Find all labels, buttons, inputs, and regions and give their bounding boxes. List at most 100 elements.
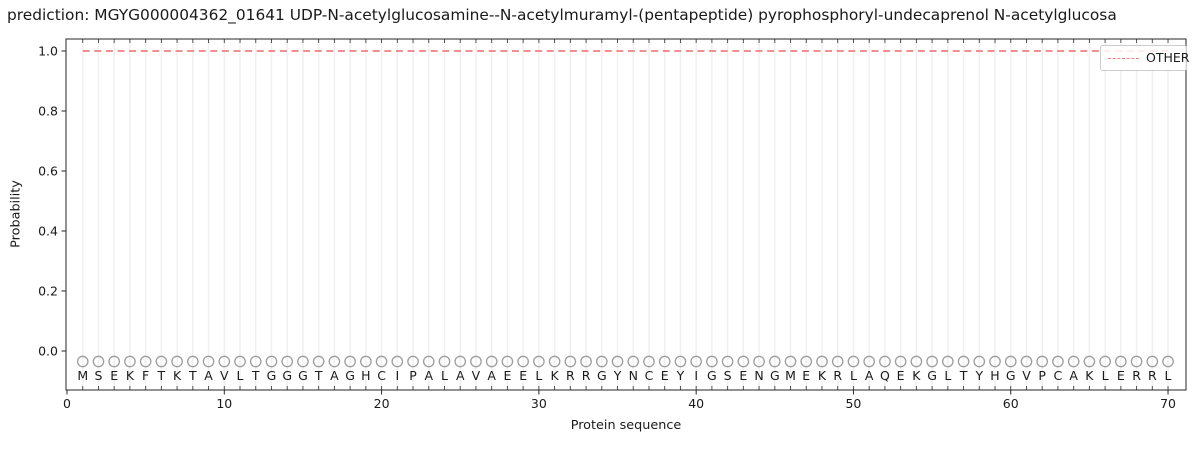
- residue-marker: [643, 355, 655, 368]
- residue-letter: A: [204, 368, 213, 383]
- residue-letter: E: [897, 368, 905, 383]
- residue-marker: [1114, 355, 1127, 368]
- residue-marker: [926, 355, 938, 368]
- residue-letter: G: [345, 368, 355, 383]
- residue-marker: [422, 355, 435, 368]
- residue-letter: M: [77, 368, 88, 383]
- residue-marker: [360, 355, 372, 368]
- residue-letter: K: [1085, 368, 1094, 383]
- residue-marker: [674, 355, 687, 368]
- legend-label: OTHER: [1146, 49, 1190, 65]
- residue-marker: [265, 355, 278, 368]
- y-axis-label: Probability: [8, 180, 24, 248]
- residue-marker: [124, 355, 136, 368]
- residue-marker: [753, 355, 765, 368]
- residue-letter: G: [770, 368, 780, 383]
- residue-letter: N: [754, 368, 763, 383]
- plot-border: [65, 38, 1187, 391]
- y-tick-label: 0.6: [38, 163, 58, 178]
- residue-marker: [186, 355, 199, 368]
- residue-marker: [202, 355, 215, 368]
- residue-letter: Y: [676, 368, 685, 383]
- x-axis-label: Protein sequence: [570, 418, 682, 433]
- residue-letter: R: [1132, 368, 1141, 383]
- residue-marker: [721, 355, 734, 368]
- residue-letter: L: [441, 368, 448, 383]
- y-tick-label: 0.4: [38, 223, 58, 238]
- residue-letter: T: [157, 368, 166, 383]
- residue-letter: I: [694, 368, 698, 383]
- residue-letter: G: [282, 368, 292, 383]
- residue-marker: [1036, 355, 1049, 368]
- residue-letter: E: [661, 368, 669, 383]
- residue-letter: Y: [613, 368, 622, 383]
- x-tick-label: 70: [1160, 396, 1176, 411]
- residue-letter: E: [802, 368, 810, 383]
- y-tick-label: 1.0: [38, 43, 58, 58]
- residue-letter: L: [1165, 368, 1172, 383]
- residue-letter: F: [142, 368, 149, 383]
- residue-marker: [894, 355, 907, 368]
- residue-letter: V: [1022, 368, 1031, 383]
- residue-letter: T: [314, 368, 323, 383]
- chart-title: prediction: MGYG000004362_01641 UDP-N-ac…: [7, 6, 1117, 24]
- residue-marker: [438, 355, 451, 368]
- residue-marker: [76, 355, 89, 368]
- residue-marker: [989, 355, 1001, 368]
- residue-letter: Y: [974, 368, 983, 383]
- residue-marker: [297, 355, 309, 368]
- residue-letter: G: [267, 368, 277, 383]
- residue-marker: [312, 355, 325, 368]
- residue-letter: G: [597, 368, 607, 383]
- residue-letter: K: [818, 368, 827, 383]
- residue-letter: K: [126, 368, 135, 383]
- residue-letter: H: [361, 368, 370, 383]
- residue-marker: [391, 355, 404, 368]
- x-tick-label: 10: [216, 396, 232, 411]
- residue-letter: C: [645, 368, 654, 383]
- residue-letter: E: [503, 368, 511, 383]
- residue-letter: N: [629, 368, 638, 383]
- residue-letter: K: [173, 368, 182, 383]
- residue-marker: [1067, 355, 1080, 368]
- residue-marker: [1083, 355, 1096, 368]
- legend-dashed-line-sample: [1108, 57, 1139, 59]
- residue-letter: P: [409, 368, 417, 383]
- residue-letter: R: [582, 368, 591, 383]
- residue-marker: [595, 355, 608, 368]
- residue-marker: [1052, 355, 1064, 368]
- residue-letter: E: [1117, 368, 1125, 383]
- residue-letter: L: [1102, 368, 1109, 383]
- residue-marker: [690, 355, 703, 368]
- residue-marker: [485, 355, 498, 368]
- residue-marker: [139, 355, 152, 368]
- residue-letter: G: [298, 368, 308, 383]
- x-tick-label: 50: [845, 396, 861, 411]
- residue-marker: [1162, 355, 1174, 368]
- residue-marker: [171, 355, 183, 368]
- residue-marker: [501, 355, 514, 368]
- x-tick-label: 60: [1003, 396, 1019, 411]
- residue-letter: A: [330, 368, 339, 383]
- residue-marker: [847, 355, 860, 368]
- residue-marker: [627, 355, 640, 368]
- residue-letter: M: [785, 368, 796, 383]
- residue-letter: C: [1054, 368, 1063, 383]
- x-tick-label: 20: [374, 396, 390, 411]
- residue-marker: [517, 355, 529, 368]
- residue-marker: [92, 355, 105, 368]
- residue-marker: [800, 355, 813, 368]
- residue-letter: E: [739, 368, 747, 383]
- residue-letter: R: [1148, 368, 1157, 383]
- residue-marker: [658, 355, 671, 368]
- residue-marker: [155, 355, 168, 368]
- residue-marker: [281, 355, 294, 368]
- residue-letter: Q: [880, 368, 890, 383]
- residue-marker: [375, 355, 388, 368]
- residue-letter: K: [912, 368, 921, 383]
- residue-marker: [706, 355, 718, 368]
- residue-marker: [941, 355, 954, 368]
- residue-letter: R: [566, 368, 575, 383]
